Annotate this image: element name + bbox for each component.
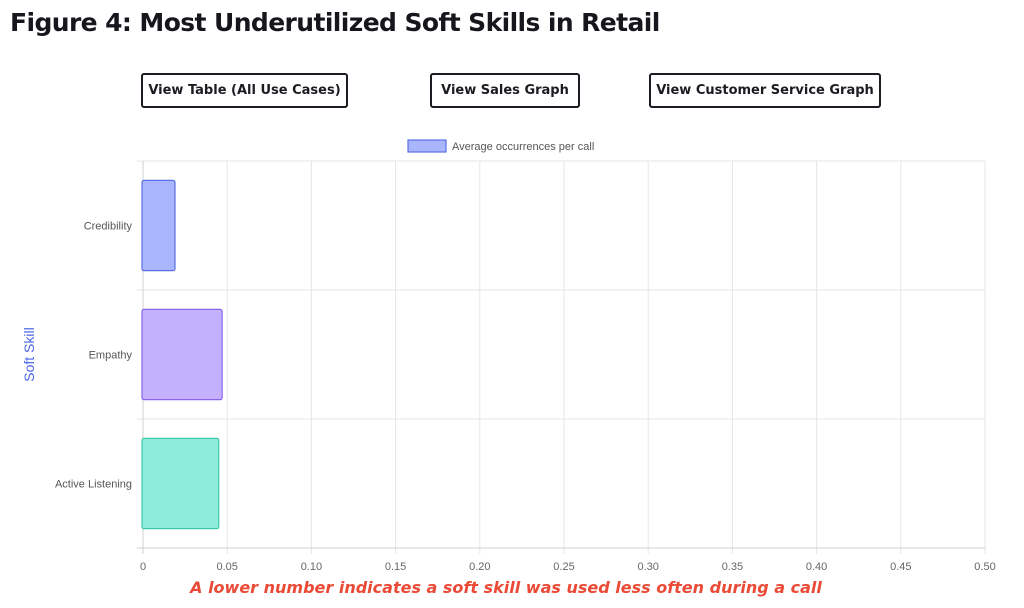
legend-swatch xyxy=(407,139,447,153)
x-tick-label: 0.15 xyxy=(385,561,406,573)
x-tick-label: 0.10 xyxy=(301,561,322,573)
x-tick-label: 0.35 xyxy=(722,561,743,573)
x-tick-label: 0.30 xyxy=(637,561,658,573)
x-tick-label: 0.05 xyxy=(216,561,237,573)
y-tick-label: Credibility xyxy=(84,221,133,233)
y-tick-label: Active Listening xyxy=(55,479,132,491)
legend-label: Average occurrences per call xyxy=(452,141,594,153)
view-customer-service-graph-button[interactable]: View Customer Service Graph xyxy=(649,73,881,108)
chart-legend[interactable]: Average occurrences per call xyxy=(407,139,594,153)
y-tick-label: Empathy xyxy=(89,350,133,362)
x-tick-label: 0.50 xyxy=(974,561,995,573)
y-axis-title: Soft Skill xyxy=(21,327,37,381)
bar[interactable] xyxy=(141,179,176,272)
chart-footnote: A lower number indicates a soft skill wa… xyxy=(190,578,822,597)
bar[interactable] xyxy=(141,308,223,401)
view-sales-graph-button[interactable]: View Sales Graph xyxy=(430,73,580,108)
x-tick-label: 0.40 xyxy=(806,561,827,573)
view-table-button[interactable]: View Table (All Use Cases) xyxy=(141,73,348,108)
x-tick-label: 0.20 xyxy=(469,561,490,573)
x-tick-label: 0.45 xyxy=(890,561,911,573)
page-title: Figure 4: Most Underutilized Soft Skills… xyxy=(10,8,660,37)
x-tick-label: 0.25 xyxy=(553,561,574,573)
x-tick-label: 0 xyxy=(140,561,146,573)
bar[interactable] xyxy=(141,437,220,530)
